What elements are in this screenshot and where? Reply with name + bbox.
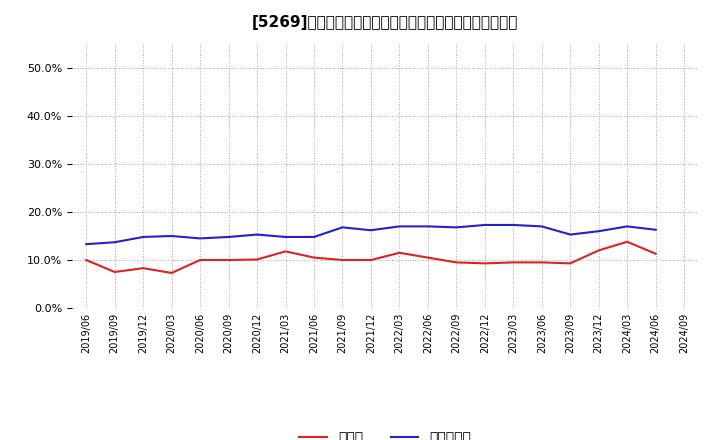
有利子負債 <box>82 242 91 247</box>
有利子負債 <box>139 235 148 240</box>
現顔金 <box>566 261 575 266</box>
現顔金 <box>452 260 461 265</box>
有利子負債 <box>423 224 432 229</box>
現顔金 <box>652 251 660 257</box>
現顔金 <box>196 257 204 263</box>
有利子負債 <box>595 228 603 234</box>
現顔金 <box>82 257 91 263</box>
Line: 現顔金: 現顔金 <box>86 242 656 273</box>
現顔金 <box>253 257 261 262</box>
有利子負債 <box>509 222 518 227</box>
現顔金 <box>537 260 546 265</box>
有利子負債 <box>566 232 575 237</box>
現顔金 <box>480 261 489 266</box>
有利子負債 <box>395 224 404 229</box>
有利子負債 <box>310 235 318 240</box>
現顔金 <box>509 260 518 265</box>
現顔金 <box>423 255 432 260</box>
有利子負債 <box>196 236 204 241</box>
有利子負債 <box>537 224 546 229</box>
現顔金 <box>338 257 347 263</box>
有利子負債 <box>652 227 660 232</box>
現顔金 <box>110 269 119 275</box>
現顔金 <box>595 248 603 253</box>
現顔金 <box>366 257 375 263</box>
有利子負債 <box>366 227 375 233</box>
有利子負債 <box>253 232 261 237</box>
現顔金 <box>310 255 318 260</box>
Legend: 現顔金, 有利子負債: 現顔金, 有利子負債 <box>293 426 477 440</box>
現顔金 <box>167 270 176 275</box>
Line: 有利子負債: 有利子負債 <box>86 225 656 244</box>
Title: [5269]　現顔金、有利子負債の総資産に対する比率の推移: [5269] 現顔金、有利子負債の総資産に対する比率の推移 <box>252 15 518 30</box>
有利子負債 <box>110 240 119 245</box>
有利子負債 <box>338 225 347 230</box>
有利子負債 <box>282 235 290 240</box>
有利子負債 <box>480 222 489 227</box>
有利子負債 <box>623 224 631 229</box>
有利子負債 <box>452 225 461 230</box>
現顔金 <box>623 239 631 244</box>
有利子負債 <box>167 233 176 238</box>
現顔金 <box>395 250 404 256</box>
現顔金 <box>282 249 290 254</box>
現顔金 <box>225 257 233 263</box>
有利子負債 <box>225 235 233 240</box>
現顔金 <box>139 265 148 271</box>
